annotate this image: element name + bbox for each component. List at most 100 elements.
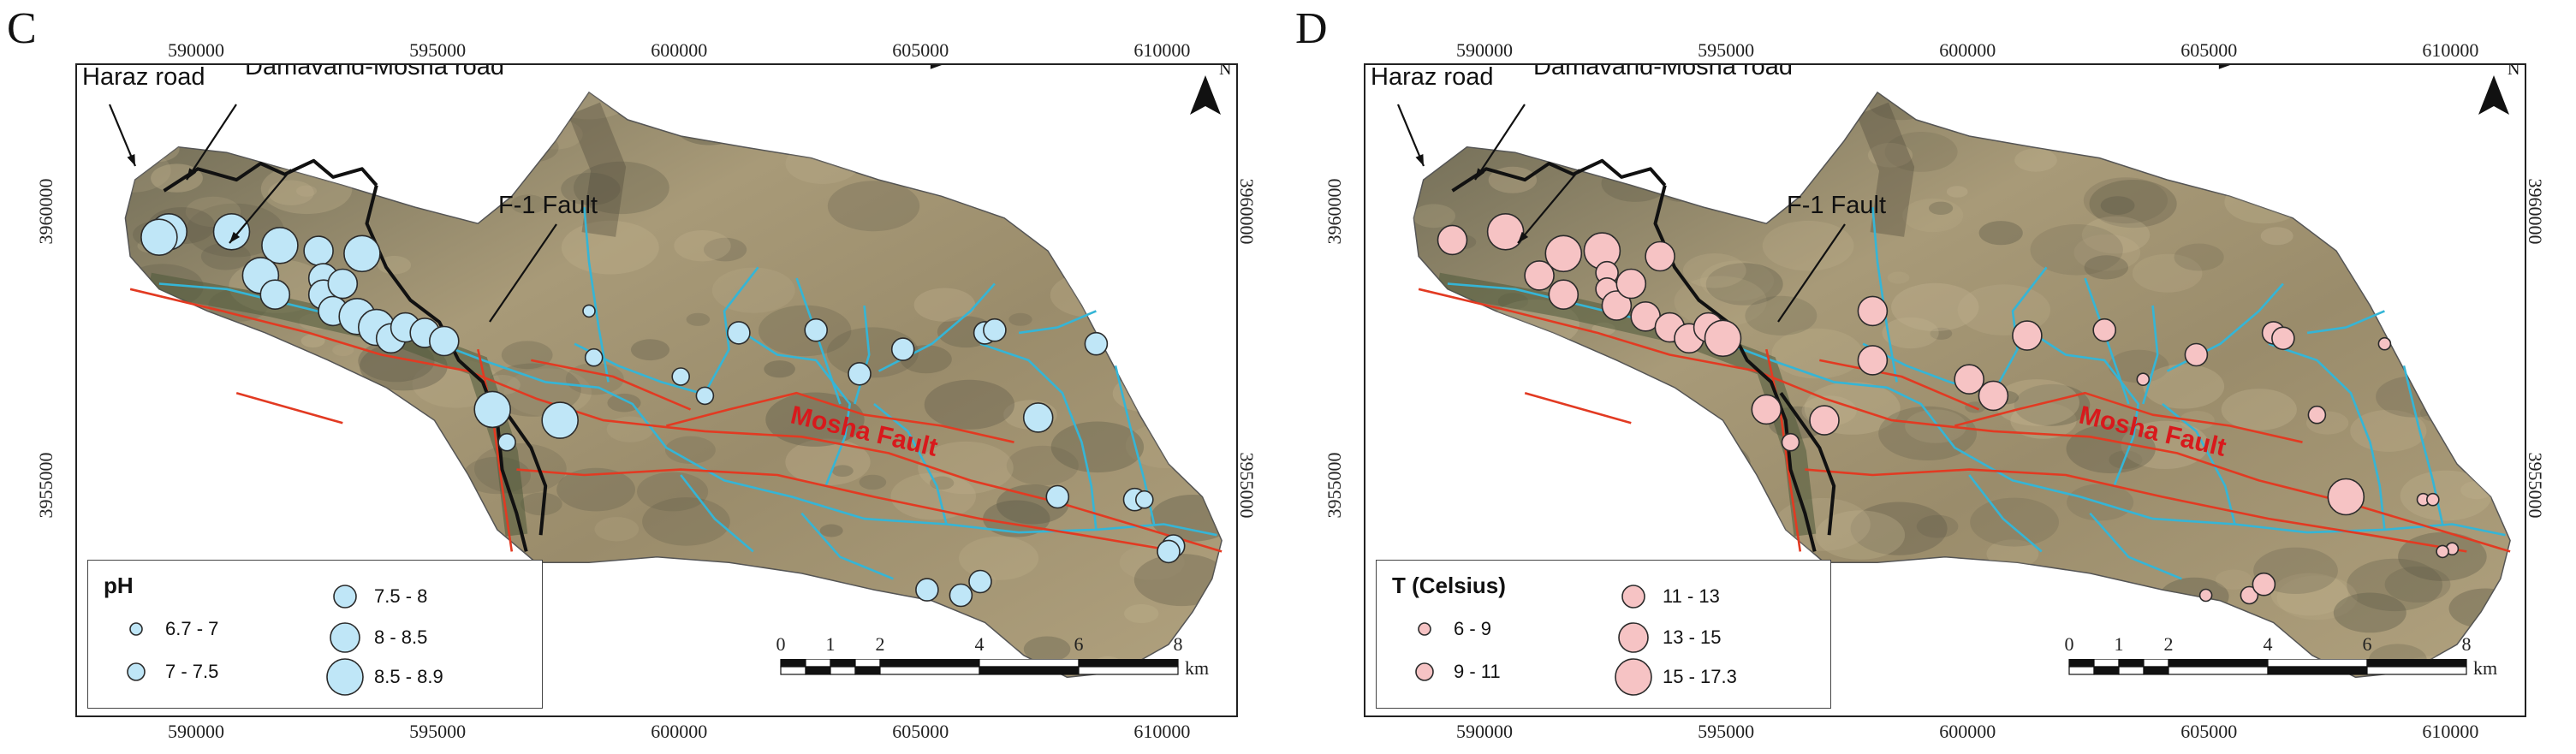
sample-marker — [1157, 539, 1181, 564]
sample-marker — [848, 361, 872, 386]
legend-label: 6.7 - 7 — [165, 618, 219, 639]
sample-marker — [1084, 331, 1109, 356]
legend-item: 11 - 13 — [1613, 576, 1720, 617]
y-tick-label: 3955000 — [1236, 452, 1258, 519]
sample-marker — [1809, 405, 1840, 436]
sample-marker — [2436, 544, 2449, 559]
panel-letter: C — [7, 4, 37, 53]
legend-label: 13 - 15 — [1663, 626, 1722, 648]
legend-marker — [330, 622, 360, 653]
sample-marker — [1978, 380, 2009, 412]
sample-marker — [261, 227, 299, 264]
sample-marker — [1135, 490, 1154, 509]
legend-title: T (Celsius) — [1392, 573, 1506, 598]
map-panel-c: C 590000 590000 595000 595000 600000 600000 605… — [7, 4, 1258, 742]
sample-marker — [497, 432, 516, 452]
sample-marker — [1437, 224, 1468, 256]
f1-fault-arrow — [489, 223, 557, 323]
map-frame: Haraz road Damavand-Mosha road F-1 Fault Mo… — [75, 63, 1238, 717]
x-tick-label: 610000 — [2422, 721, 2479, 742]
sample-marker — [1022, 402, 1054, 433]
sample-marker — [582, 304, 596, 318]
x-tick-label: 600000 — [1939, 39, 1996, 61]
x-tick-label: 610000 — [1133, 721, 1191, 742]
sample-marker — [259, 279, 291, 311]
sample-marker — [2252, 572, 2276, 597]
legend-marker — [1418, 622, 1431, 636]
sample-marker — [303, 235, 334, 266]
sample-marker — [2136, 372, 2151, 387]
legend: T (Celsius) 6 - 9 9 - 11 11 - 13 13 - 15 15 -… — [1376, 560, 1831, 709]
scale-tick-label: 2 — [2163, 633, 2174, 655]
sample-marker — [983, 318, 1007, 342]
haraz-road-label: Haraz road — [82, 63, 205, 91]
river-line — [854, 305, 871, 405]
sample-marker — [804, 318, 829, 342]
sample-points — [140, 213, 1186, 608]
scale-tick-label: 8 — [2461, 633, 2472, 655]
sample-marker — [671, 367, 691, 386]
x-tick-label: 600000 — [651, 39, 708, 61]
sample-marker — [473, 390, 512, 429]
x-tick-label: 600000 — [1939, 721, 1996, 742]
map-frame: Haraz road Damavand-Mosha road F-1 Fault Mo… — [1364, 63, 2526, 717]
legend-marker — [127, 662, 146, 681]
sample-marker — [2377, 336, 2392, 351]
sample-marker — [1857, 345, 1889, 376]
map-panel-d: D 590000 590000 595000 595000 600000 600000 605… — [1288, 0, 2576, 754]
fault-line — [1819, 359, 1980, 411]
legend-label: 7 - 7.5 — [165, 661, 219, 682]
x-tick-label: 600000 — [651, 721, 708, 742]
x-tick-label: 590000 — [1456, 721, 1514, 742]
f1-fault-label: F-1 Fault — [498, 192, 598, 219]
x-tick-label: 590000 — [1456, 39, 1514, 61]
sample-marker — [949, 583, 973, 608]
legend-item: 13 - 15 — [1613, 617, 1722, 658]
sample-marker — [2012, 320, 2043, 351]
road-line — [1779, 392, 1836, 536]
legend-item: 6.7 - 7 — [116, 609, 218, 650]
scale-tick-label: 0 — [2064, 633, 2074, 655]
x-tick-label: 605000 — [892, 721, 949, 742]
panel-letter: D — [1295, 4, 1328, 53]
legend-item: 7.5 - 8 — [324, 576, 427, 617]
sample-marker — [2240, 585, 2259, 605]
river-line — [680, 474, 754, 553]
scale-unit: km — [2473, 657, 2498, 679]
legend-marker — [1618, 622, 1649, 653]
scale-bar: 0 1 2 4 6 8 km — [2064, 633, 2502, 702]
y-tick-label: 3960000 — [1236, 178, 1258, 245]
y-tick-label: 3955000 — [1324, 452, 1345, 519]
sample-marker — [1524, 260, 1555, 291]
sample-marker — [1548, 279, 1580, 311]
x-tick-label: 590000 — [168, 39, 225, 61]
north-label: N — [1219, 63, 1232, 79]
legend-label: 6 - 9 — [1454, 618, 1492, 639]
x-tick-label: 595000 — [1698, 39, 1755, 61]
sample-marker — [890, 337, 915, 361]
x-tick-label: 605000 — [2180, 721, 2238, 742]
legend-item: 6 - 9 — [1404, 609, 1491, 650]
damavand-mosha-road-label: Damavand-Mosha road — [245, 63, 505, 80]
sample-marker — [1544, 235, 1583, 273]
scale-tick-label: 8 — [1173, 633, 1183, 655]
legend-label: 7.5 - 8 — [374, 585, 428, 607]
x-tick-label: 610000 — [1133, 39, 1191, 61]
sample-marker — [1645, 240, 1675, 272]
legend-marker — [1415, 662, 1434, 681]
scale-bar: 0 1 2 4 6 8 km — [776, 633, 1214, 702]
legend-label: 9 - 11 — [1454, 661, 1501, 682]
sample-marker — [541, 401, 580, 439]
legend-label: 15 - 17.3 — [1663, 666, 1737, 687]
scale-tick-label: 4 — [2263, 633, 2273, 655]
river-line — [1871, 206, 1898, 383]
sample-marker — [1615, 268, 1647, 300]
legend-marker — [1615, 658, 1652, 696]
sample-marker — [428, 325, 460, 357]
y-tick-label: 3960000 — [2525, 178, 2546, 245]
legend-title: pH — [104, 573, 134, 598]
legend-marker — [326, 658, 364, 696]
fault-line — [1765, 348, 1802, 552]
annotation-arrows — [108, 65, 942, 244]
fault-line — [477, 348, 514, 552]
